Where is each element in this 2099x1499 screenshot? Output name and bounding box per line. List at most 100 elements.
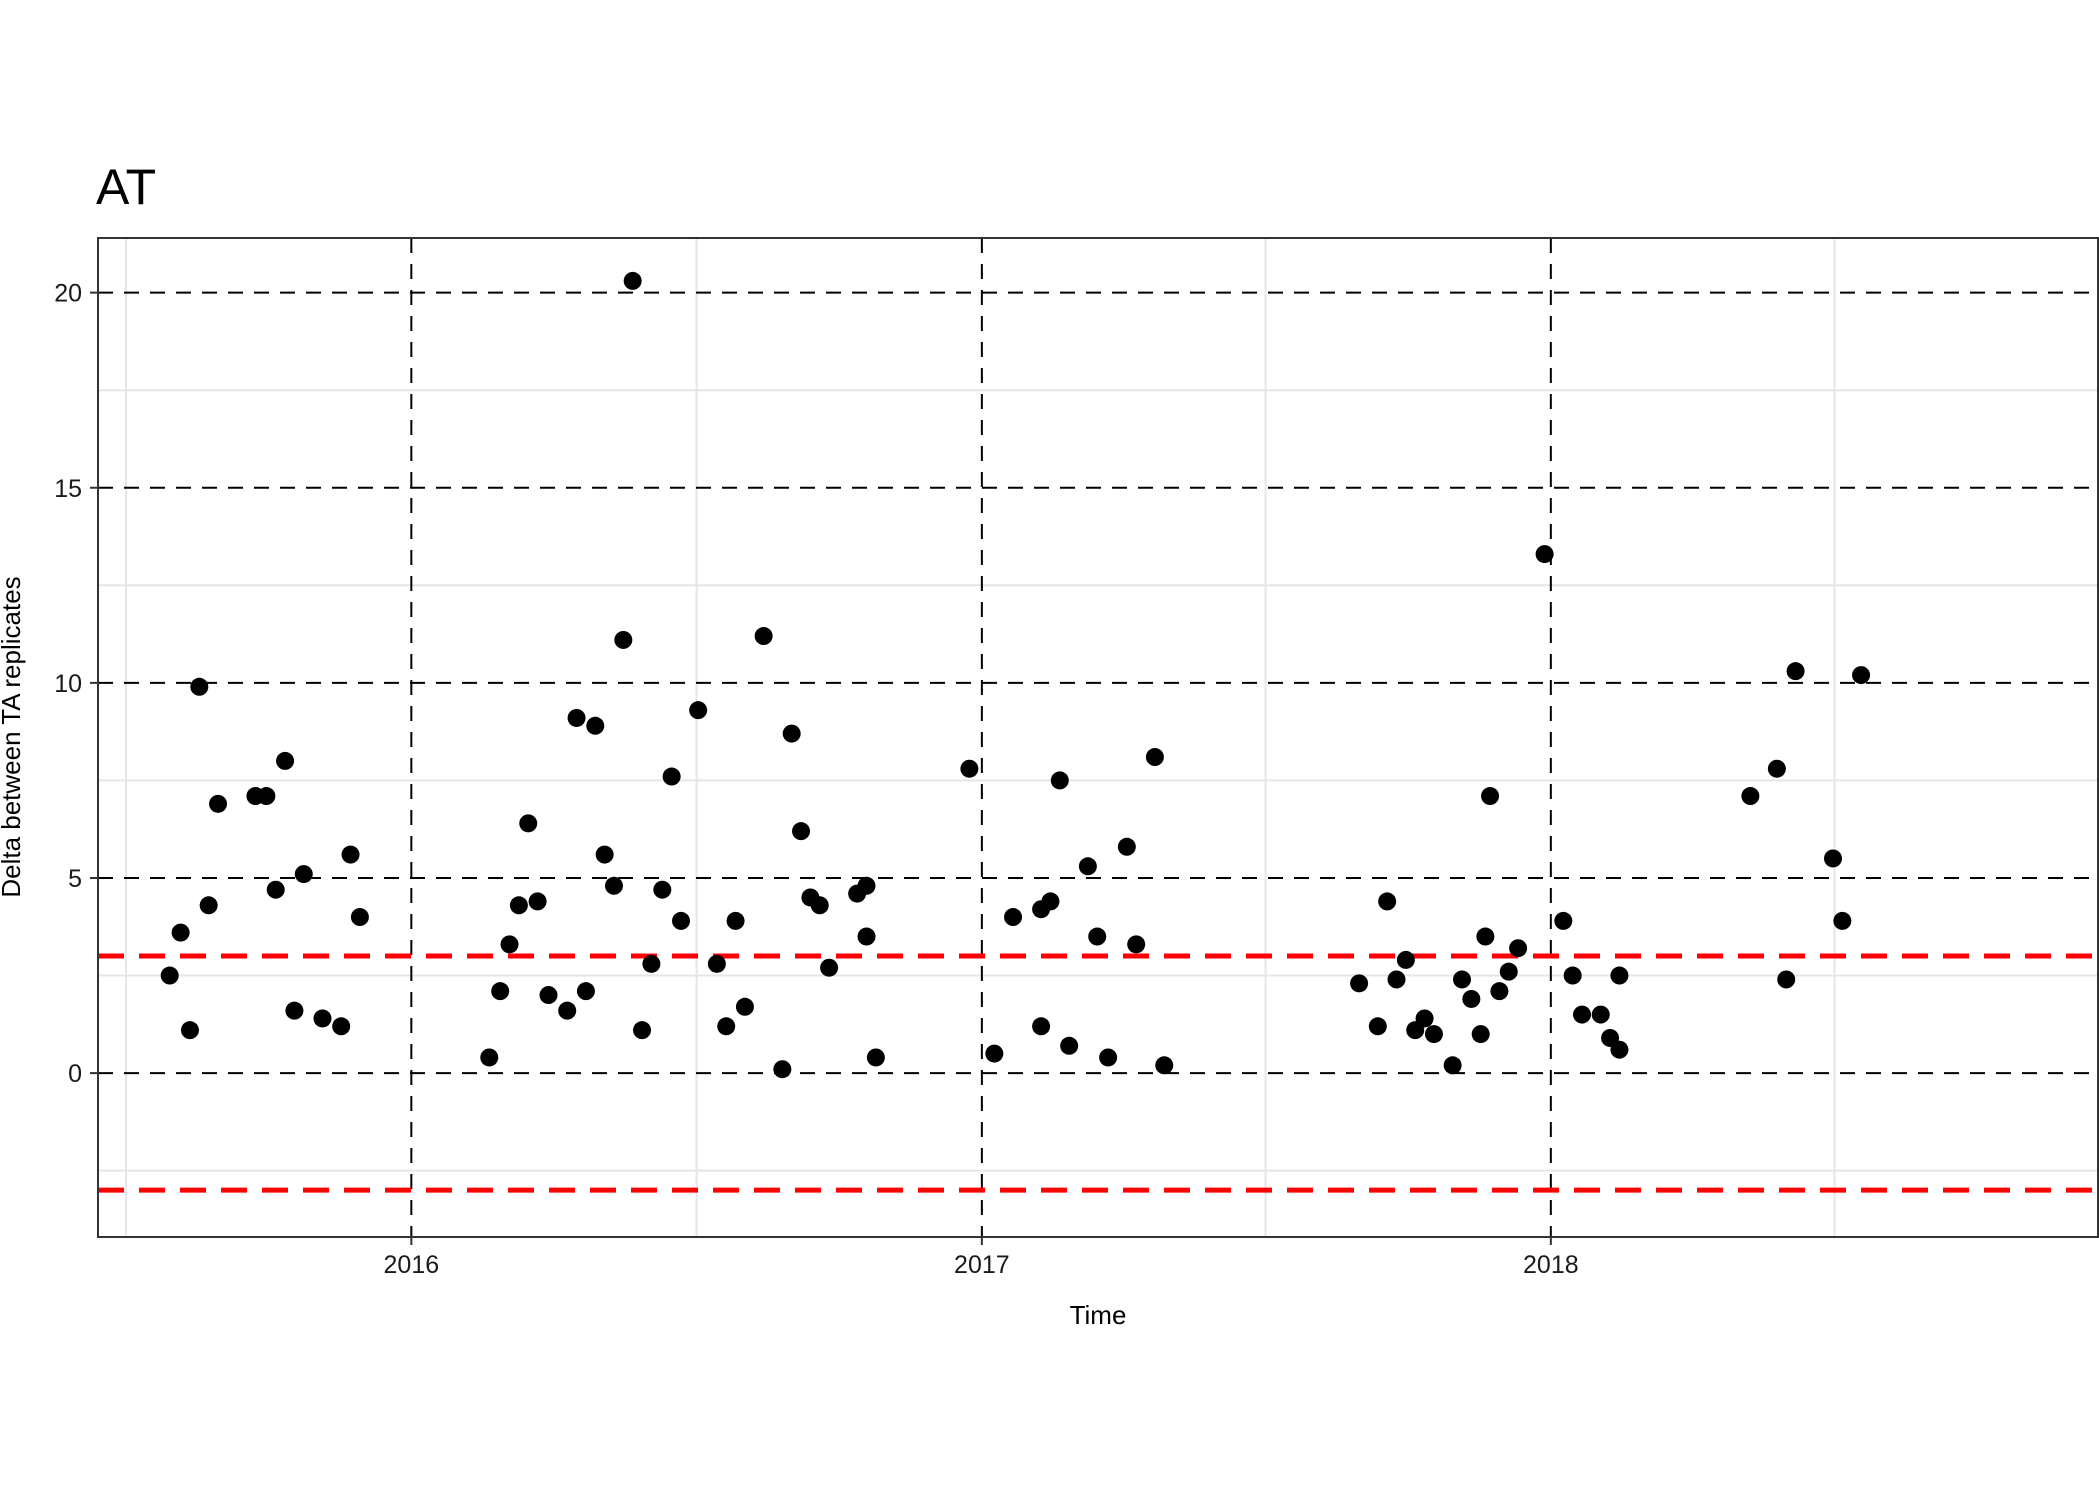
data-point — [1610, 966, 1629, 985]
x-tick-label: 2017 — [954, 1251, 1010, 1279]
data-point — [276, 751, 295, 770]
data-point — [1050, 771, 1069, 790]
data-point — [1099, 1048, 1118, 1067]
data-point — [653, 880, 672, 899]
data-point — [1462, 989, 1481, 1008]
data-point — [313, 1009, 332, 1028]
data-point — [985, 1044, 1004, 1063]
data-point — [1554, 911, 1573, 930]
data-point — [180, 1021, 199, 1040]
data-point — [1424, 1025, 1443, 1044]
data-point — [689, 701, 708, 720]
data-point — [960, 759, 979, 778]
data-point — [1004, 908, 1023, 927]
data-point — [480, 1048, 499, 1067]
data-point — [754, 627, 773, 646]
data-point — [1786, 662, 1805, 681]
data-point — [528, 892, 547, 911]
data-point — [586, 716, 605, 735]
y-axis-title: Delta between TA replicates — [0, 576, 26, 897]
data-point — [623, 271, 642, 290]
data-point — [726, 911, 745, 930]
data-point — [500, 935, 519, 954]
data-point — [1509, 939, 1528, 958]
x-axis-ticks: 2016 2017 2018 — [384, 1237, 1579, 1279]
data-point — [341, 845, 360, 864]
data-point — [642, 954, 661, 973]
data-point — [614, 630, 633, 649]
data-point — [1041, 892, 1060, 911]
data-point — [509, 896, 528, 915]
data-point — [662, 767, 681, 786]
data-point — [1368, 1017, 1387, 1036]
data-point — [1852, 666, 1871, 685]
data-point — [209, 794, 228, 813]
data-point — [857, 876, 876, 895]
data-point — [576, 982, 595, 1001]
major-gridlines — [98, 238, 2098, 1237]
reference-lines — [98, 953, 2098, 1193]
data-point — [294, 865, 313, 884]
y-tick-label: 0 — [68, 1060, 82, 1088]
panel-border — [97, 237, 2099, 1238]
data-point — [350, 908, 369, 927]
data-point — [1155, 1056, 1174, 1075]
data-point — [633, 1021, 652, 1040]
data-point — [1823, 849, 1842, 868]
data-points — [160, 271, 1871, 1079]
data-point — [1415, 1009, 1434, 1028]
data-point — [1452, 970, 1471, 989]
data-point — [810, 896, 829, 915]
data-point — [257, 787, 276, 806]
y-tick-label: 10 — [54, 670, 82, 698]
data-point — [1499, 962, 1518, 981]
data-point — [857, 927, 876, 946]
data-point — [707, 954, 726, 973]
data-point — [1481, 787, 1500, 806]
data-point — [1741, 787, 1760, 806]
data-point — [1127, 935, 1146, 954]
data-point — [1573, 1005, 1592, 1024]
data-point — [782, 724, 801, 743]
data-point — [332, 1017, 351, 1036]
data-point — [604, 876, 623, 895]
data-point — [1350, 974, 1369, 993]
data-point — [1088, 927, 1107, 946]
data-point — [735, 997, 754, 1016]
y-tick-label: 20 — [54, 280, 82, 308]
data-point — [1610, 1040, 1629, 1059]
data-point — [1396, 950, 1415, 969]
data-point — [1833, 911, 1852, 930]
data-point — [1078, 857, 1097, 876]
x-tick-label: 2016 — [384, 1251, 440, 1279]
data-point — [539, 986, 558, 1005]
data-point — [567, 708, 586, 727]
data-point — [199, 896, 218, 915]
data-point — [1767, 759, 1786, 778]
data-point — [491, 982, 510, 1001]
data-point — [595, 845, 614, 864]
data-point — [820, 958, 839, 977]
data-point — [717, 1017, 736, 1036]
data-point — [1378, 892, 1397, 911]
x-axis-title: Time — [1070, 1300, 1127, 1330]
chart-title: AT — [96, 159, 156, 215]
y-axis-ticks: 0 5 10 15 20 — [54, 280, 98, 1088]
data-point — [285, 1001, 304, 1020]
data-point — [866, 1048, 885, 1067]
y-tick-label: 5 — [68, 865, 82, 893]
y-tick-label: 15 — [54, 475, 82, 503]
data-point — [1060, 1036, 1079, 1055]
data-point — [672, 911, 691, 930]
x-tick-label: 2018 — [1523, 1251, 1579, 1279]
data-point — [1032, 1017, 1051, 1036]
data-point — [519, 814, 538, 833]
data-point — [1490, 982, 1509, 1001]
data-point — [1535, 545, 1554, 564]
data-point — [1591, 1005, 1610, 1024]
data-point — [1471, 1025, 1490, 1044]
data-point — [190, 677, 209, 696]
data-point — [792, 822, 811, 841]
data-point — [1476, 927, 1495, 946]
